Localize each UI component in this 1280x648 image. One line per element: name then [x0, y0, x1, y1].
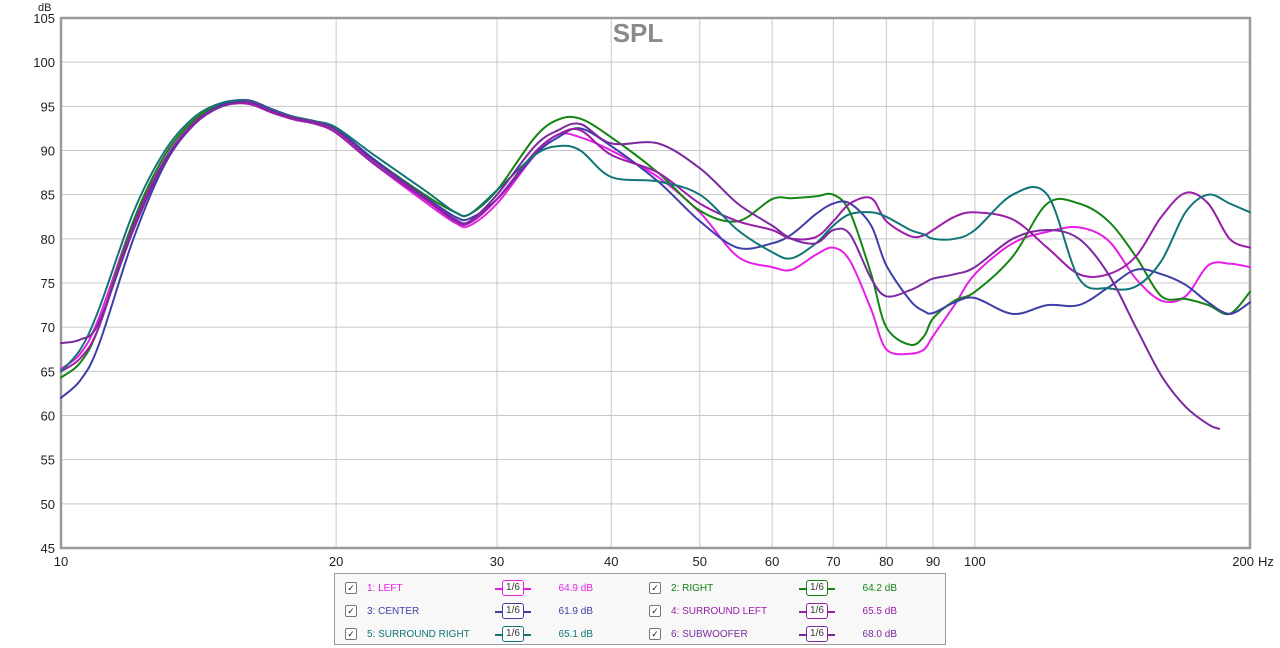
x-tick-label: 20: [329, 554, 343, 569]
y-tick-label: 50: [41, 497, 55, 512]
smoothing-value: 1/6: [502, 626, 524, 642]
smoothing-control[interactable]: 1/6: [495, 580, 531, 596]
y-axis-unit: dB: [38, 2, 51, 14]
legend-level: 64.9 dB: [558, 582, 593, 594]
legend-level: 65.5 dB: [862, 605, 897, 617]
x-tick-label: 100: [964, 554, 986, 569]
x-tick-label: 70: [826, 554, 840, 569]
smoothing-control[interactable]: 1/6: [495, 626, 531, 642]
y-tick-labels: 45 50 55 60 65 70 75 80 85 90 95 100 105: [33, 11, 55, 556]
legend-checkbox[interactable]: ✓: [345, 628, 357, 640]
legend: ✓ 1: LEFT 1/6 64.9 dB ✓ 2: RIGHT 1/6 64.2 dB ✓ 3:…: [334, 573, 946, 645]
y-tick-label: 85: [41, 188, 55, 203]
smoothing-control[interactable]: 1/6: [495, 603, 531, 619]
x-tick-label: 80: [879, 554, 893, 569]
legend-entry: ✓ 6: SUBWOOFER 1/6 68.0 dB: [649, 623, 897, 645]
legend-checkbox[interactable]: ✓: [649, 605, 661, 617]
legend-level: 65.1 dB: [558, 628, 593, 640]
smoothing-control[interactable]: 1/6: [799, 580, 835, 596]
y-tick-label: 95: [41, 99, 55, 114]
y-tick-label: 90: [41, 144, 55, 159]
smoothing-control[interactable]: 1/6: [799, 603, 835, 619]
x-tick-label: 40: [604, 554, 618, 569]
smoothing-value: 1/6: [806, 626, 828, 642]
smoothing-value: 1/6: [806, 580, 828, 596]
legend-level: 68.0 dB: [862, 628, 897, 640]
spl-chart: SPL dB Hz 45 50 55 60 65 70 75 80 85 90 95 100 105 1…: [33, 2, 1274, 569]
legend-series-name: 2: RIGHT: [671, 582, 714, 594]
legend-entry: ✓ 4: SURROUND LEFT 1/6 65.5 dB: [649, 600, 897, 622]
x-axis-unit: Hz: [1258, 554, 1274, 569]
y-tick-label: 80: [41, 232, 55, 247]
series-line-6: [60, 100, 1221, 430]
y-tick-label: 105: [33, 11, 55, 26]
series-line-4: [60, 102, 1251, 373]
legend-entry: ✓ 1: LEFT 1/6 64.9 dB: [345, 577, 593, 599]
legend-checkbox[interactable]: ✓: [649, 628, 661, 640]
legend-checkbox[interactable]: ✓: [345, 582, 357, 594]
y-tick-label: 45: [41, 541, 55, 556]
plot-border: [59, 16, 1252, 550]
x-tick-label: 60: [765, 554, 779, 569]
y-tick-label: 100: [33, 55, 55, 70]
y-tick-label: 75: [41, 276, 55, 291]
legend-series-name: 3: CENTER: [367, 605, 420, 617]
legend-level: 61.9 dB: [558, 605, 593, 617]
smoothing-value: 1/6: [806, 603, 828, 619]
x-tick-label: 50: [693, 554, 707, 569]
smoothing-value: 1/6: [502, 580, 524, 596]
legend-series-name: 4: SURROUND LEFT: [671, 605, 768, 617]
legend-entry: ✓ 2: RIGHT 1/6 64.2 dB: [649, 577, 897, 599]
x-tick-label: 10: [54, 554, 68, 569]
legend-checkbox[interactable]: ✓: [345, 605, 357, 617]
legend-checkbox[interactable]: ✓: [649, 582, 661, 594]
smoothing-value: 1/6: [502, 603, 524, 619]
legend-series-name: 1: LEFT: [367, 582, 403, 594]
legend-entry: ✓ 5: SURROUND RIGHT 1/6 65.1 dB: [345, 623, 593, 645]
plot-frame: [59, 16, 1252, 550]
legend-series-name: 5: SURROUND RIGHT: [367, 628, 470, 640]
smoothing-control[interactable]: 1/6: [799, 626, 835, 642]
series-lines: [60, 98, 1251, 430]
y-tick-label: 65: [41, 364, 55, 379]
x-tick-label: 30: [490, 554, 504, 569]
x-tick-label: 200: [1232, 554, 1254, 569]
x-tick-labels: 10 20 30 40 50 60 70 80 90 100 200: [54, 554, 1254, 569]
y-tick-label: 70: [41, 320, 55, 335]
x-tick-label: 90: [926, 554, 940, 569]
legend-level: 64.2 dB: [862, 582, 897, 594]
y-tick-label: 55: [41, 453, 55, 468]
plot-grid: [60, 17, 1251, 549]
y-tick-label: 60: [41, 409, 55, 424]
legend-series-name: 6: SUBWOOFER: [671, 628, 748, 640]
chart-title: SPL: [613, 18, 664, 48]
legend-entry: ✓ 3: CENTER 1/6 61.9 dB: [345, 600, 593, 622]
